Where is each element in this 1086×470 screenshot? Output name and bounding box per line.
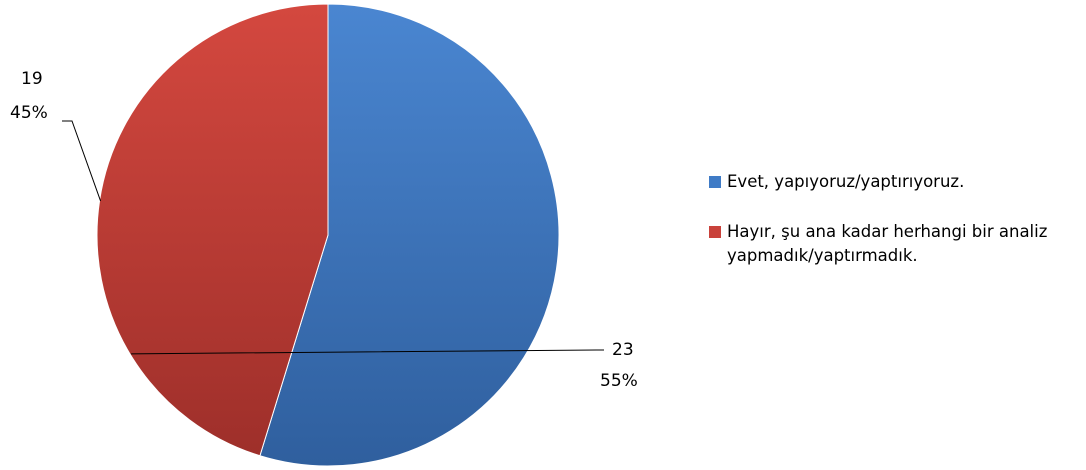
data-label-value-evet: 23 [612,340,634,360]
legend: Evet, yapıyoruz/yaptırıyoruz. Hayır, şu … [709,170,1079,294]
data-label-percent-evet: 55% [600,371,638,391]
legend-swatch-evet [709,176,721,188]
data-label-percent-hayir: 45% [10,103,48,123]
legend-swatch-hayir [709,226,721,238]
leader-lines [62,120,604,355]
data-labels: 23 55% 19 45% [10,69,638,391]
legend-item-evet: Evet, yapıyoruz/yaptırıyoruz. [709,170,1079,194]
data-label-value-hayir: 19 [21,69,43,89]
pie-slices [96,3,560,467]
pie-slice-hayir [96,3,329,457]
legend-item-hayir: Hayır, şu ana kadar herhangi bir analiz … [709,220,1079,268]
legend-label-evet: Evet, yapıyoruz/yaptırıyoruz. [727,172,965,191]
leader-line-hayir [62,120,102,202]
leader-line-evet [131,349,604,355]
legend-label-hayir: Hayır, şu ana kadar herhangi bir analiz … [727,222,1048,265]
